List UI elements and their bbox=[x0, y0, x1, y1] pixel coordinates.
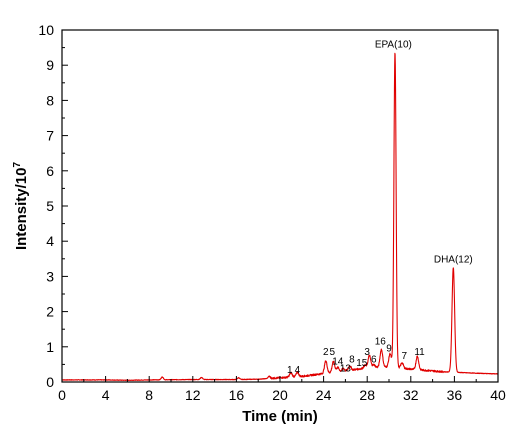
y-tick-label: 4 bbox=[46, 233, 54, 249]
x-tick-label: 40 bbox=[490, 387, 506, 403]
peak-label: 2 bbox=[323, 347, 329, 358]
x-tick-label: 12 bbox=[185, 387, 201, 403]
x-tick-label: 0 bbox=[58, 387, 66, 403]
peak-label: 3 bbox=[364, 347, 370, 358]
x-tick-label: 16 bbox=[229, 387, 245, 403]
y-axis-title: Intensity/107 bbox=[12, 162, 30, 251]
x-tick-label: 4 bbox=[102, 387, 110, 403]
x-tick-label: 24 bbox=[316, 387, 332, 403]
y-tick-label: 0 bbox=[46, 374, 54, 390]
y-tick-label: 6 bbox=[46, 163, 54, 179]
peak-label: 8 bbox=[349, 354, 355, 365]
peak-label: 4 bbox=[295, 365, 301, 376]
peak-label: 13 bbox=[340, 363, 352, 374]
y-tick-label: 8 bbox=[46, 92, 54, 108]
y-axis-title-base: Intensity/10 bbox=[13, 168, 30, 251]
peak-label: 7 bbox=[401, 351, 407, 362]
x-tick-label: 20 bbox=[272, 387, 288, 403]
y-tick-label: 10 bbox=[38, 22, 54, 38]
y-tick-label: 1 bbox=[46, 339, 54, 355]
y-tick-label: 7 bbox=[46, 128, 54, 144]
y-tick-label: 5 bbox=[46, 198, 54, 214]
peak-label: 15 bbox=[356, 358, 368, 369]
peak-label: 16 bbox=[375, 337, 387, 348]
x-axis-title: Time (min) bbox=[242, 408, 318, 425]
x-tick-label: 32 bbox=[403, 387, 419, 403]
peak-label: 9 bbox=[386, 344, 392, 355]
peak-label: EPA(10) bbox=[375, 40, 412, 51]
y-tick-label: 3 bbox=[46, 268, 54, 284]
x-tick-label: 28 bbox=[359, 387, 375, 403]
peak-label: DHA(12) bbox=[434, 254, 473, 265]
y-tick-label: 2 bbox=[46, 304, 54, 320]
y-tick-label: 9 bbox=[46, 57, 54, 73]
peak-label: 14 bbox=[332, 356, 344, 367]
peak-label: 6 bbox=[371, 354, 377, 365]
x-tick-label: 8 bbox=[145, 387, 153, 403]
peak-label: 1 bbox=[287, 365, 293, 376]
x-tick-label: 36 bbox=[447, 387, 463, 403]
y-axis-title-exponent: 7 bbox=[12, 162, 23, 168]
peak-label: 11 bbox=[414, 347, 425, 358]
peak-label: 5 bbox=[330, 347, 336, 358]
